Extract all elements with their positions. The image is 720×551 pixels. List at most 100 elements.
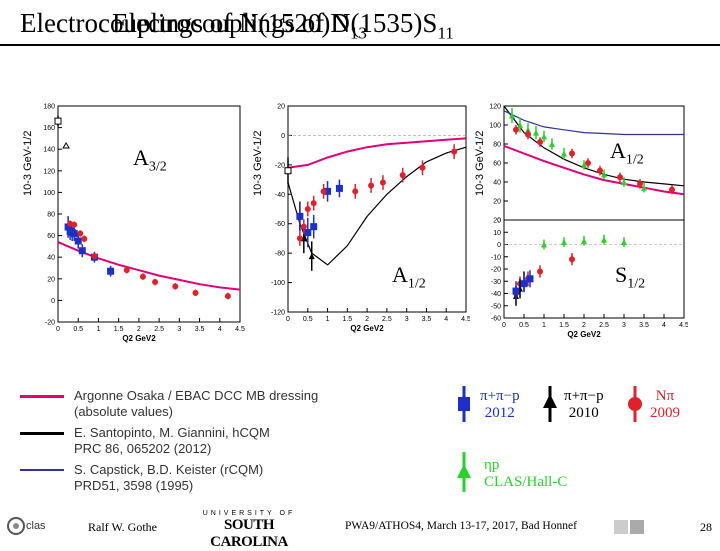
plot-frame	[57, 105, 241, 323]
x-tick-label: 1.5	[114, 326, 124, 333]
y-tick-label: -60	[491, 316, 501, 323]
x-tick-label: 1	[326, 316, 330, 323]
conference-info: PWA9/ATHOS4, March 13-17, 2017, Bad Honn…	[345, 520, 577, 532]
x-tick-label: 2.5	[382, 316, 392, 323]
x-tick-label: 1	[96, 326, 100, 333]
marker-filled-circle	[379, 179, 386, 186]
x-tick-label: 4.5	[235, 326, 245, 333]
label-pipi-2010: π+π−p 2010	[564, 388, 604, 421]
marker-filled-circle	[419, 164, 426, 171]
marker-filled-circle	[152, 279, 159, 286]
x-tick-label: 4.5	[679, 322, 688, 329]
marker-filled-square	[310, 223, 318, 231]
x-tick-label: 3.5	[422, 316, 432, 323]
marker-filled-circle	[569, 256, 575, 263]
label-npi-2009: Nπ 2009	[650, 388, 680, 421]
y-tick-label: 100	[489, 123, 501, 130]
y-tick-label: 60	[493, 161, 501, 168]
y-tick-label: 20	[277, 104, 285, 111]
marker-filled-square	[64, 223, 72, 231]
marker-filled-square	[107, 267, 115, 275]
title-s11: Electrocouplings of N(1535)S11	[112, 8, 454, 43]
y-tick-label: 160	[43, 125, 55, 132]
marker-filled-circle	[81, 235, 88, 242]
marker-filled-circle	[300, 223, 307, 230]
y-tick-label: -120	[271, 310, 285, 317]
plot-frame	[287, 105, 467, 313]
legend-line-blue	[20, 469, 64, 471]
marker-filled-circle	[399, 172, 406, 179]
model-curve	[503, 144, 685, 196]
y-tick-label: -30	[491, 279, 501, 286]
chart-a32-ylabel: 10-3 GeV-1/2	[22, 130, 34, 196]
marker-triangle-up	[541, 241, 547, 248]
y-tick-label: 120	[43, 168, 55, 175]
x-tick-label: 4	[218, 326, 222, 333]
y-tick-label: -10	[491, 254, 501, 261]
symbol-legend	[457, 386, 642, 492]
marker-filled-square	[520, 280, 528, 288]
marker-filled-square	[512, 287, 520, 295]
x-tick-label: 1.5	[559, 322, 569, 329]
marker-triangle-up	[601, 236, 607, 243]
marker-triangle-up	[561, 239, 567, 246]
y-tick-label: -40	[491, 291, 501, 298]
x-axis-label: Q2 GeV2	[122, 334, 156, 343]
y-tick-label: -40	[275, 192, 285, 199]
model-curve	[287, 137, 467, 169]
x-tick-label: 0.5	[73, 326, 83, 333]
marker-triangle-up	[581, 237, 587, 244]
y-tick-label: 0	[497, 218, 501, 225]
marker-triangle-up	[517, 122, 523, 128]
clas-logo: clas	[6, 514, 56, 538]
usc-logo: UNIVERSITY OF SOUTH CAROLINA	[202, 510, 296, 550]
x-tick-label: 1	[542, 322, 546, 329]
y-tick-label: 140	[43, 147, 55, 154]
symbol-etap	[457, 452, 471, 492]
marker-filled-circle	[224, 293, 231, 300]
marker-filled-square	[335, 184, 343, 192]
x-tick-label: 3.5	[195, 326, 205, 333]
y-tick-label: -50	[491, 303, 501, 310]
x-axis-label: Q2 GeV2	[567, 330, 601, 339]
model-curve	[287, 146, 467, 266]
marker-triangle-up	[549, 141, 555, 147]
legend-line-black	[20, 432, 64, 435]
x-tick-label: 4	[662, 322, 666, 329]
marker-filled-circle	[537, 268, 543, 275]
marker-filled-circle	[513, 126, 519, 133]
marker-open-triangle	[62, 141, 70, 149]
y-tick-label: 100	[43, 190, 55, 197]
marker-triangle-up	[561, 150, 567, 157]
model-curve	[503, 110, 684, 136]
x-tick-label: 3	[405, 316, 409, 323]
marker-filled-square	[78, 247, 86, 255]
marker-open-square	[284, 167, 292, 175]
marker-filled-circle	[172, 283, 179, 290]
y-tick-label: 20	[47, 276, 55, 283]
y-tick-label: 80	[47, 212, 55, 219]
marker-triangle-up	[509, 112, 515, 119]
x-tick-label: 4	[444, 316, 448, 323]
chart-s11-ylabel: 10-3 GeV-1/2	[474, 130, 486, 196]
label-pipi-2012: π+π−p 2012	[480, 388, 520, 421]
marker-triangle-up	[621, 179, 627, 185]
y-tick-label: 0	[51, 298, 55, 305]
marker-filled-circle	[585, 160, 591, 166]
y-tick-label: -60	[275, 221, 285, 228]
marker-open-square	[54, 117, 62, 125]
x-tick-label: 3.5	[639, 322, 649, 329]
marker-filled-circle	[139, 273, 146, 280]
chart-a12-label: A1/2	[392, 262, 426, 292]
y-tick-label: -100	[271, 280, 285, 287]
marker-triangle-up	[621, 239, 627, 246]
marker-filled-circle	[597, 167, 603, 174]
footer: clas Ralf W. Gothe UNIVERSITY OF SOUTH C…	[0, 508, 720, 550]
y-tick-label: 40	[493, 180, 501, 187]
x-tick-label: 0	[502, 322, 506, 329]
x-tick-label: 2.5	[599, 322, 609, 329]
marker-filled-square	[526, 275, 534, 283]
marker-filled-circle	[368, 182, 375, 189]
